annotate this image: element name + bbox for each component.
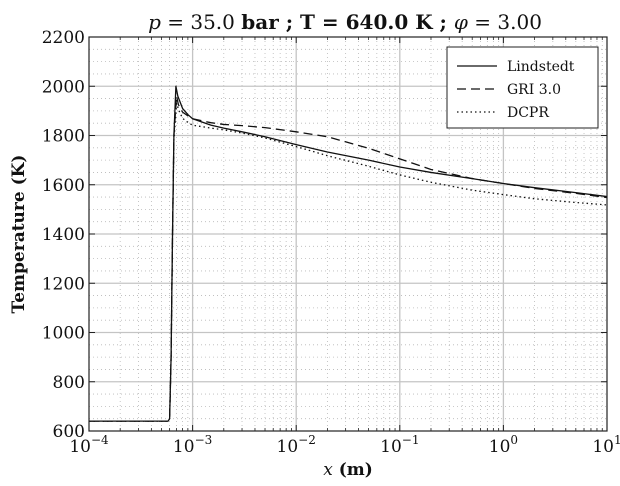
- y-tick-label: 1200: [42, 274, 85, 294]
- title-equivalence-ratio: = 3.00: [468, 10, 542, 34]
- y-tick-label: 1800: [42, 127, 85, 147]
- x-axis-label: x (m): [323, 460, 373, 480]
- major-grid: [89, 37, 607, 431]
- chart-title: p = 35.0 bar ; T = 640.0 K ; φ = 3.00: [148, 10, 542, 34]
- y-tick-label: 1600: [42, 176, 85, 196]
- x-tick-labels: 10−4 10−3 10−2 10−1 100 101: [69, 433, 620, 457]
- x-tick-label: 100: [489, 433, 518, 457]
- x-tick-label: 10−3: [173, 433, 212, 457]
- axis-ticks: [88, 36, 608, 432]
- series-layer: [89, 85, 608, 422]
- x-tick-base: 10: [173, 437, 195, 457]
- y-tick-labels: 600 800 1000 1200 1400 1600 1800 2000 2200: [42, 28, 85, 442]
- x-tick-exponent: 0: [510, 433, 518, 447]
- series-line-dcpr: [89, 102, 608, 422]
- title-p-symbol: p: [148, 10, 161, 34]
- legend-entries: Lindstedt GRI 3.0 DCPR: [457, 59, 575, 121]
- y-tick-label: 800: [53, 373, 85, 393]
- title-pressure-value: = 35.0: [161, 10, 241, 34]
- x-tick-label: 10−4: [69, 433, 109, 457]
- legend-label-gri-3-0: GRI 3.0: [507, 82, 561, 98]
- x-tick-exponent: −2: [298, 433, 316, 447]
- x-tick-base: 10: [277, 437, 299, 457]
- x-tick-label: 10−2: [277, 433, 316, 457]
- legend-label-lindstedt: Lindstedt: [507, 59, 575, 75]
- x-tick-label: 101: [592, 433, 620, 457]
- y-axis-label: Temperature (K): [9, 155, 29, 314]
- x-tick-exponent: −1: [402, 433, 420, 447]
- y-tick-label: 1400: [42, 225, 85, 245]
- y-tick-label: 2200: [42, 28, 85, 48]
- x-tick-base: 10: [489, 437, 511, 457]
- x-axis-symbol: x: [323, 460, 333, 480]
- title-separator-2: ;: [433, 10, 454, 34]
- title-pressure-unit: bar: [241, 10, 279, 34]
- x-tick-exponent: −4: [91, 433, 109, 447]
- x-tick-exponent: −3: [195, 433, 213, 447]
- title-temperature: T = 640.0 K: [300, 10, 433, 34]
- legend: Lindstedt GRI 3.0 DCPR: [446, 46, 599, 129]
- x-tick-exponent: 1: [614, 433, 620, 447]
- x-tick-base: 10: [592, 437, 614, 457]
- x-tick-base: 10: [69, 437, 91, 457]
- y-tick-label: 1000: [42, 324, 85, 344]
- y-tick-label: 2000: [42, 77, 85, 97]
- x-axis-unit: (m): [333, 460, 373, 480]
- x-tick-base: 10: [380, 437, 402, 457]
- title-separator-1: ;: [279, 10, 300, 34]
- legend-label-dcpr: DCPR: [507, 105, 549, 121]
- title-phi-symbol: φ: [454, 10, 468, 34]
- y-tick-label: 600: [53, 422, 85, 442]
- x-tick-label: 10−1: [380, 433, 419, 457]
- legend-box: [446, 46, 599, 129]
